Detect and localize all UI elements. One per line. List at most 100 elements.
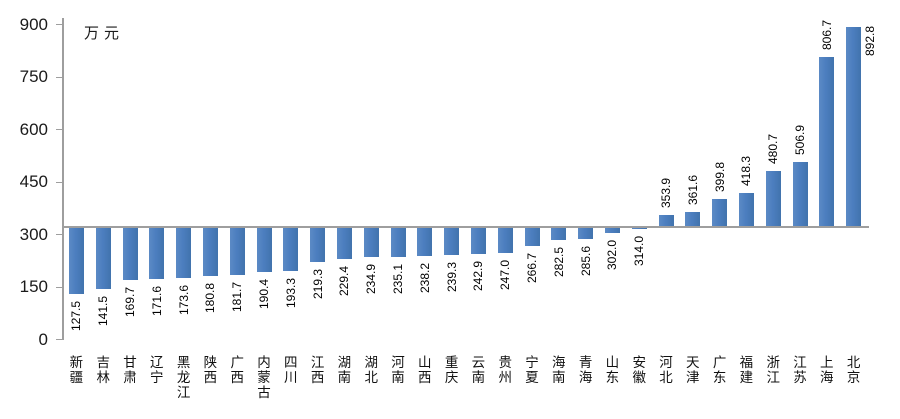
bar-黑龙江 bbox=[176, 227, 192, 279]
category-label: 上 海 bbox=[820, 355, 834, 385]
y-axis-line bbox=[62, 18, 64, 340]
category-label: 湖 北 bbox=[364, 355, 378, 385]
value-label: 302.0 bbox=[605, 240, 620, 271]
bar-广东 bbox=[712, 199, 728, 227]
value-label: 314.0 bbox=[632, 236, 647, 267]
bar-浙江 bbox=[765, 170, 781, 227]
category-label: 广 西 bbox=[230, 355, 244, 385]
y-axis-unit-label: 万元 bbox=[84, 26, 125, 42]
bar-新疆 bbox=[68, 227, 84, 295]
y-axis-tick bbox=[56, 129, 62, 130]
category-label: 宁 夏 bbox=[525, 355, 539, 385]
bar-贵州 bbox=[497, 227, 513, 253]
bar-北京 bbox=[846, 26, 862, 227]
category-label: 山 东 bbox=[605, 355, 620, 385]
value-label: 193.3 bbox=[283, 278, 298, 309]
value-label: 171.6 bbox=[149, 285, 164, 316]
category-label: 新 疆 bbox=[69, 355, 84, 385]
value-label: 238.2 bbox=[417, 262, 432, 293]
category-label: 江 苏 bbox=[793, 355, 807, 385]
value-label: 235.1 bbox=[391, 263, 405, 294]
bar-天津 bbox=[685, 212, 701, 227]
value-label: 169.7 bbox=[123, 286, 137, 317]
category-label: 北 京 bbox=[846, 355, 861, 385]
value-label: 806.7 bbox=[819, 19, 834, 50]
y-tick-label: 900 bbox=[19, 14, 48, 34]
bar-甘肃 bbox=[122, 227, 138, 280]
bar-安徽 bbox=[631, 227, 647, 230]
bar-福建 bbox=[738, 192, 754, 227]
category-label: 陕 西 bbox=[203, 355, 218, 385]
value-label: 127.5 bbox=[69, 301, 84, 332]
value-label: 190.4 bbox=[257, 279, 271, 310]
value-label: 141.5 bbox=[96, 296, 111, 327]
bar-内蒙古 bbox=[256, 227, 272, 273]
bar-陕西 bbox=[202, 227, 218, 276]
category-label: 湖 南 bbox=[337, 355, 352, 385]
value-label: 892.8 bbox=[863, 25, 878, 56]
category-label: 江 西 bbox=[310, 355, 325, 385]
bar-云南 bbox=[470, 227, 486, 254]
bar-吉林 bbox=[95, 227, 111, 290]
value-label: 239.3 bbox=[444, 262, 459, 293]
y-axis-tick bbox=[56, 76, 62, 78]
value-label: 418.3 bbox=[739, 155, 754, 186]
value-label: 361.6 bbox=[685, 175, 700, 206]
bar-上海 bbox=[819, 56, 835, 227]
y-axis-tick bbox=[56, 181, 62, 183]
category-label: 浙 江 bbox=[766, 355, 780, 385]
bar-四川 bbox=[283, 227, 299, 272]
category-label: 广 东 bbox=[712, 355, 727, 385]
category-label: 福 建 bbox=[739, 355, 754, 385]
value-label: 173.6 bbox=[176, 285, 191, 316]
value-label: 181.7 bbox=[230, 282, 245, 313]
category-label: 辽 宁 bbox=[150, 355, 164, 385]
y-tick-label: 750 bbox=[19, 67, 48, 86]
category-label: 天 津 bbox=[686, 355, 700, 385]
value-label: 219.3 bbox=[310, 269, 325, 300]
value-label: 242.9 bbox=[471, 260, 486, 292]
category-label: 海 南 bbox=[552, 355, 566, 385]
bar-江西 bbox=[310, 227, 326, 263]
value-label: 353.9 bbox=[659, 178, 673, 209]
bar-海南 bbox=[551, 227, 567, 241]
category-label: 内 蒙 古 bbox=[257, 355, 271, 400]
value-label: 285.6 bbox=[578, 246, 593, 277]
bar-湖北 bbox=[363, 227, 379, 257]
bar-重庆 bbox=[444, 227, 460, 256]
category-label: 四 川 bbox=[284, 355, 298, 385]
y-axis-tick bbox=[56, 339, 62, 340]
category-label: 山 西 bbox=[418, 355, 432, 385]
bar-广西 bbox=[229, 227, 245, 276]
y-axis-tick bbox=[56, 286, 62, 288]
category-label: 青 海 bbox=[578, 355, 593, 385]
y-tick-label: 300 bbox=[19, 224, 48, 244]
bar-河北 bbox=[658, 215, 674, 227]
category-label: 贵 州 bbox=[498, 355, 512, 385]
value-label: 266.7 bbox=[525, 252, 539, 283]
bar-山东 bbox=[604, 227, 620, 234]
y-tick-label: 450 bbox=[19, 172, 48, 191]
value-label: 229.4 bbox=[337, 265, 352, 296]
y-axis-tick bbox=[56, 24, 62, 25]
y-axis-tick bbox=[56, 234, 62, 235]
value-label: 399.8 bbox=[712, 162, 727, 193]
y-tick-label: 150 bbox=[19, 277, 48, 296]
bar-湖南 bbox=[336, 227, 352, 259]
category-label: 河 南 bbox=[391, 355, 405, 385]
value-label: 506.9 bbox=[793, 124, 807, 155]
category-axis-line bbox=[62, 226, 869, 228]
value-label: 282.5 bbox=[551, 247, 566, 278]
value-label: 234.9 bbox=[364, 263, 379, 294]
category-label: 河 北 bbox=[659, 355, 673, 385]
category-label: 黑 龙 江 bbox=[176, 355, 191, 400]
bar-江苏 bbox=[792, 161, 808, 227]
category-label: 重 庆 bbox=[444, 355, 459, 385]
bar-河南 bbox=[390, 227, 406, 257]
category-label: 云 南 bbox=[471, 355, 486, 385]
category-label: 吉 林 bbox=[96, 355, 110, 385]
value-label: 480.7 bbox=[766, 133, 781, 164]
bar-辽宁 bbox=[149, 227, 165, 279]
bar-青海 bbox=[578, 227, 594, 240]
